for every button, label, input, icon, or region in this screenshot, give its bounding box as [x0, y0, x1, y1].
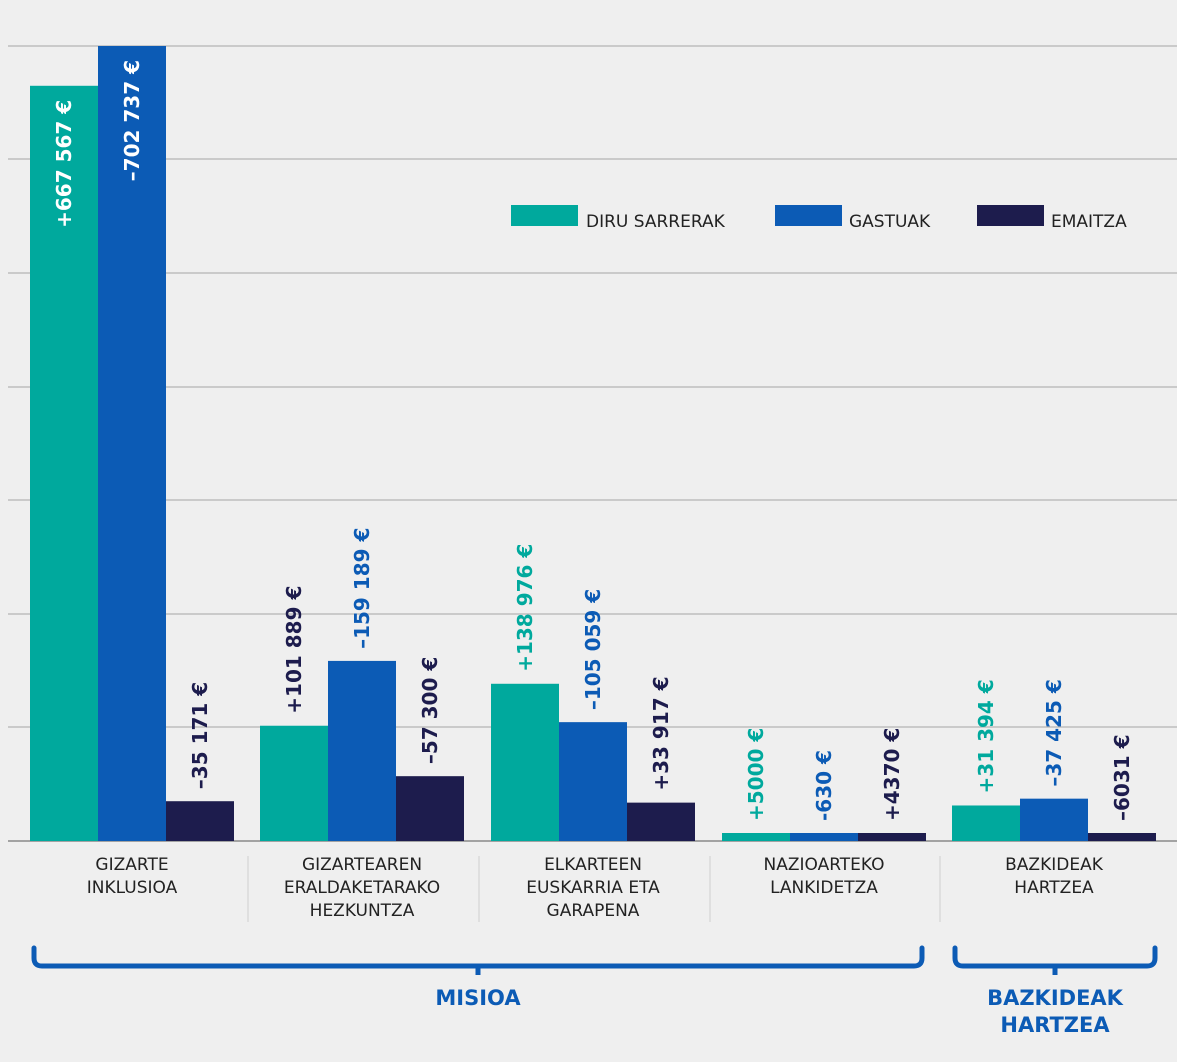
legend-swatch [775, 205, 842, 226]
value-label: –37 425 € [1042, 679, 1066, 786]
value-label: –35 171 € [188, 682, 212, 789]
category-label: HARTZEA [1014, 878, 1094, 898]
bar-4-0 [952, 805, 1020, 841]
category-label: NAZIOARTEKO [763, 855, 884, 875]
brace-misioa [31, 945, 925, 969]
legend-label: DIRU SARRERAK [586, 212, 726, 232]
bar-2-2 [627, 802, 695, 841]
value-label: –57 300 € [418, 657, 442, 764]
value-label: –702 737 € [120, 60, 144, 181]
legend-swatch [977, 205, 1044, 226]
bar-3-2 [858, 833, 926, 841]
category-label: ERALDAKETARAKO [284, 878, 440, 898]
bar-2-1 [559, 722, 627, 841]
group-label-bazkideak: HARTZEA [1000, 1013, 1110, 1037]
group-label-bazkideak: BAZKIDEAK [987, 986, 1124, 1010]
value-label: +667 567 € [52, 100, 76, 228]
category-label: INKLUSIOA [87, 878, 178, 898]
value-label: +138 976 € [513, 544, 537, 672]
category-label: GIZARTE [95, 855, 168, 875]
category-label: BAZKIDEAK [1005, 855, 1104, 875]
group-label-misioa: MISIOA [435, 986, 521, 1010]
value-label: –159 189 € [350, 528, 374, 649]
bar-1-1 [328, 660, 396, 841]
brace-bazkideak [952, 945, 1158, 969]
value-label: +4370 € [880, 728, 904, 821]
bar-0-0 [30, 85, 98, 842]
legend-label: EMAITZA [1051, 212, 1127, 232]
bar-4-2 [1088, 833, 1156, 841]
bar-3-1 [790, 833, 858, 841]
legend-swatch [511, 205, 578, 226]
bar-2-0 [491, 683, 559, 841]
value-label: +33 917 € [649, 676, 673, 790]
bar-1-0 [260, 725, 328, 841]
value-label: –105 059 € [581, 589, 605, 710]
category-label: ELKARTEEN [544, 855, 642, 875]
value-label: +101 889 € [282, 586, 306, 714]
legend-label: GASTUAK [849, 212, 931, 232]
value-label: +5000 € [744, 728, 768, 821]
value-label: –6031 € [1110, 734, 1134, 821]
category-label: HEZKUNTZA [310, 901, 415, 921]
bar-4-1 [1020, 798, 1088, 841]
bar-3-0 [722, 833, 790, 841]
category-label: GARAPENA [547, 901, 640, 921]
bar-1-2 [396, 776, 464, 841]
category-label: LANKIDETZA [770, 878, 878, 898]
category-label: EUSKARRIA ETA [526, 878, 660, 898]
value-label: -630 € [812, 750, 836, 821]
bar-0-2 [166, 801, 234, 841]
bar-0-1 [98, 46, 166, 841]
value-label: +31 394 € [974, 679, 998, 793]
category-label: GIZARTEAREN [302, 855, 422, 875]
